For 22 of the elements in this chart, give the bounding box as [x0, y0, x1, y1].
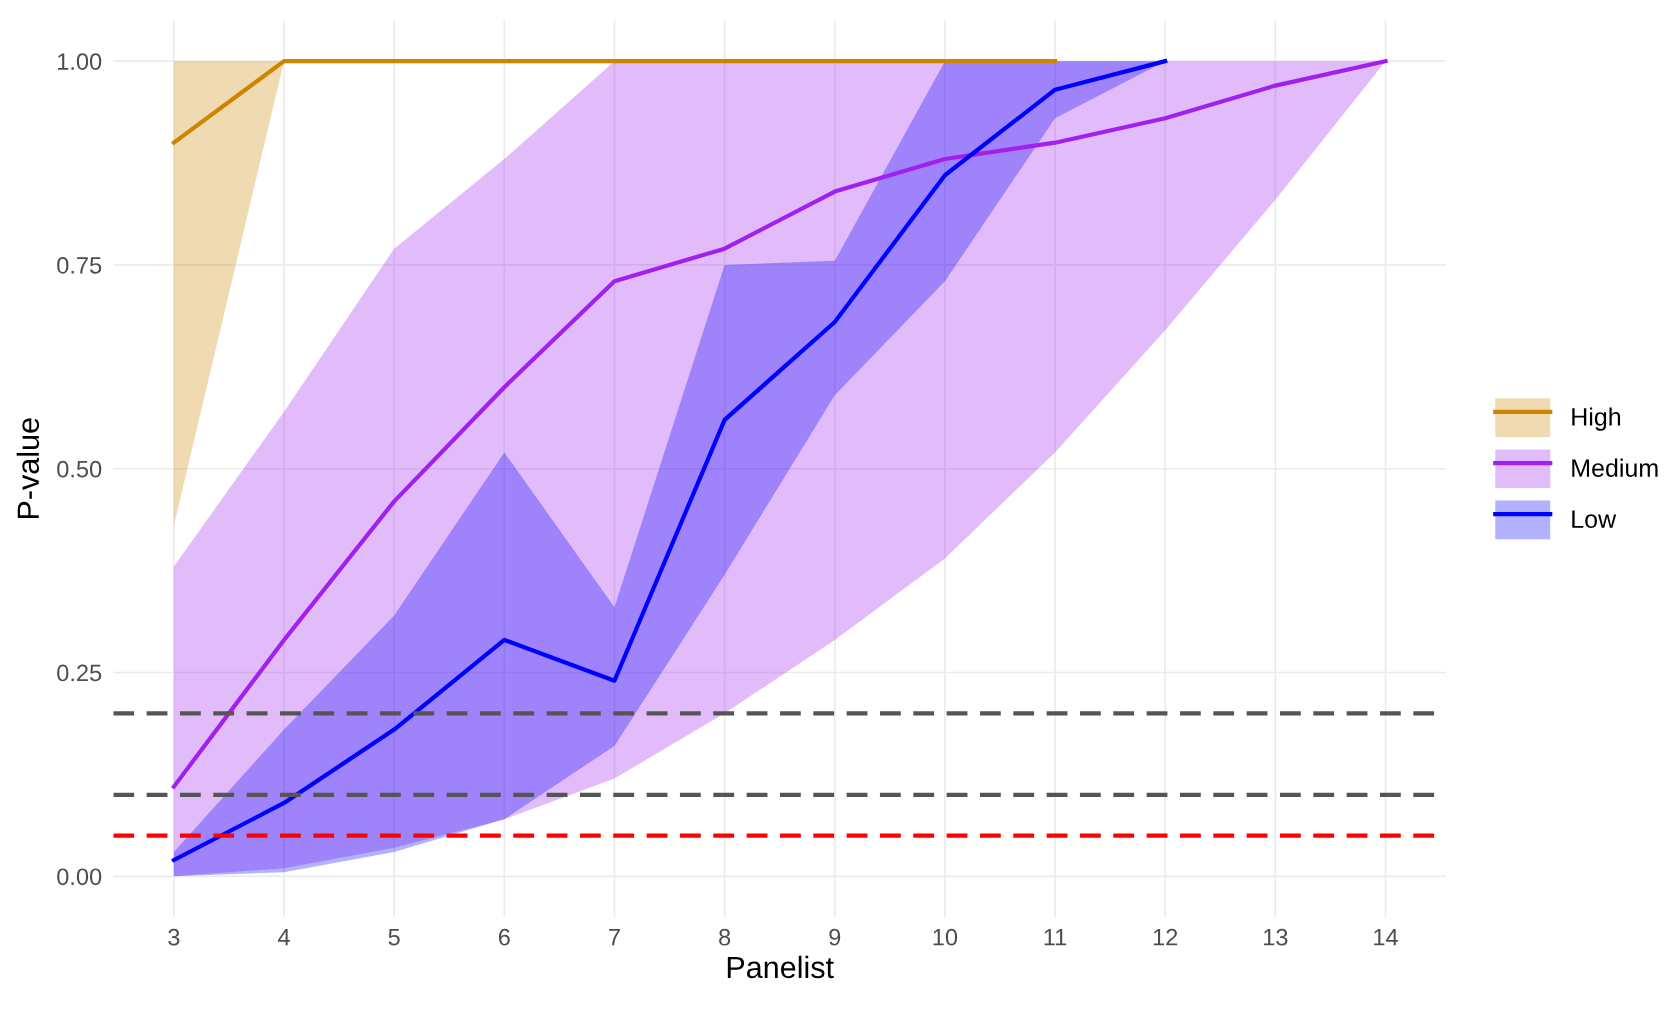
- y-tick-label: 0.00: [57, 868, 102, 886]
- y-tick-label: 0.75: [57, 257, 102, 274]
- x-tick-label: 6: [498, 928, 510, 946]
- y-tick-label: 0.25: [57, 664, 102, 682]
- x-tick-label: 5: [388, 929, 400, 946]
- x-tick-label: 12: [1153, 928, 1178, 946]
- legend-label: High: [1572, 407, 1621, 431]
- y-axis-title: P-value: [16, 418, 40, 519]
- x-tick-label: 13: [1264, 928, 1288, 946]
- x-tick-label: 9: [829, 928, 841, 946]
- y-tick-label: 1.00: [58, 53, 102, 70]
- x-tick-label: 11: [1044, 929, 1067, 946]
- x-tick-label: 7: [609, 929, 620, 946]
- legend-label: Low: [1572, 510, 1617, 529]
- x-tick-label: 4: [278, 929, 290, 946]
- x-tick-label: 14: [1374, 929, 1398, 946]
- x-tick-label: 10: [933, 928, 958, 946]
- legend-label: Medium: [1572, 458, 1658, 477]
- x-tick-label: 3: [168, 928, 180, 946]
- y-tick-label: 0.50: [57, 460, 102, 478]
- x-tick-label: 8: [719, 928, 731, 946]
- x-axis-title: Panelist: [727, 955, 834, 979]
